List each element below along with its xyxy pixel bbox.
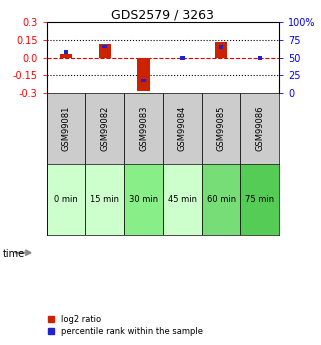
Bar xyxy=(124,164,163,235)
Bar xyxy=(163,164,202,235)
Bar xyxy=(141,79,146,82)
Text: 30 min: 30 min xyxy=(129,195,158,204)
Title: GDS2579 / 3263: GDS2579 / 3263 xyxy=(111,8,214,21)
Text: time: time xyxy=(3,249,25,258)
Bar xyxy=(202,93,240,164)
Bar xyxy=(99,43,111,58)
Legend: log2 ratio, percentile rank within the sample: log2 ratio, percentile rank within the s… xyxy=(46,314,204,337)
Bar xyxy=(257,56,262,60)
Bar xyxy=(64,50,68,54)
Text: 45 min: 45 min xyxy=(168,195,197,204)
Bar xyxy=(240,93,279,164)
Text: GSM99084: GSM99084 xyxy=(178,106,187,151)
Text: GSM99085: GSM99085 xyxy=(217,106,226,151)
Text: GSM99082: GSM99082 xyxy=(100,106,109,151)
Bar xyxy=(85,164,124,235)
Bar xyxy=(240,164,279,235)
Bar xyxy=(85,93,124,164)
Text: GSM99081: GSM99081 xyxy=(61,106,70,151)
Bar xyxy=(163,93,202,164)
Bar xyxy=(180,56,185,60)
Text: 0 min: 0 min xyxy=(54,195,78,204)
Bar xyxy=(137,58,150,91)
Bar xyxy=(47,93,85,164)
Bar xyxy=(219,46,223,49)
Bar xyxy=(215,42,227,58)
Bar xyxy=(202,164,240,235)
Text: 15 min: 15 min xyxy=(90,195,119,204)
Text: GSM99086: GSM99086 xyxy=(256,106,265,151)
Bar xyxy=(124,93,163,164)
Text: 75 min: 75 min xyxy=(245,195,274,204)
Bar xyxy=(47,164,85,235)
Bar xyxy=(102,45,107,48)
Bar xyxy=(60,54,72,58)
Text: 60 min: 60 min xyxy=(206,195,236,204)
Text: GSM99083: GSM99083 xyxy=(139,106,148,151)
